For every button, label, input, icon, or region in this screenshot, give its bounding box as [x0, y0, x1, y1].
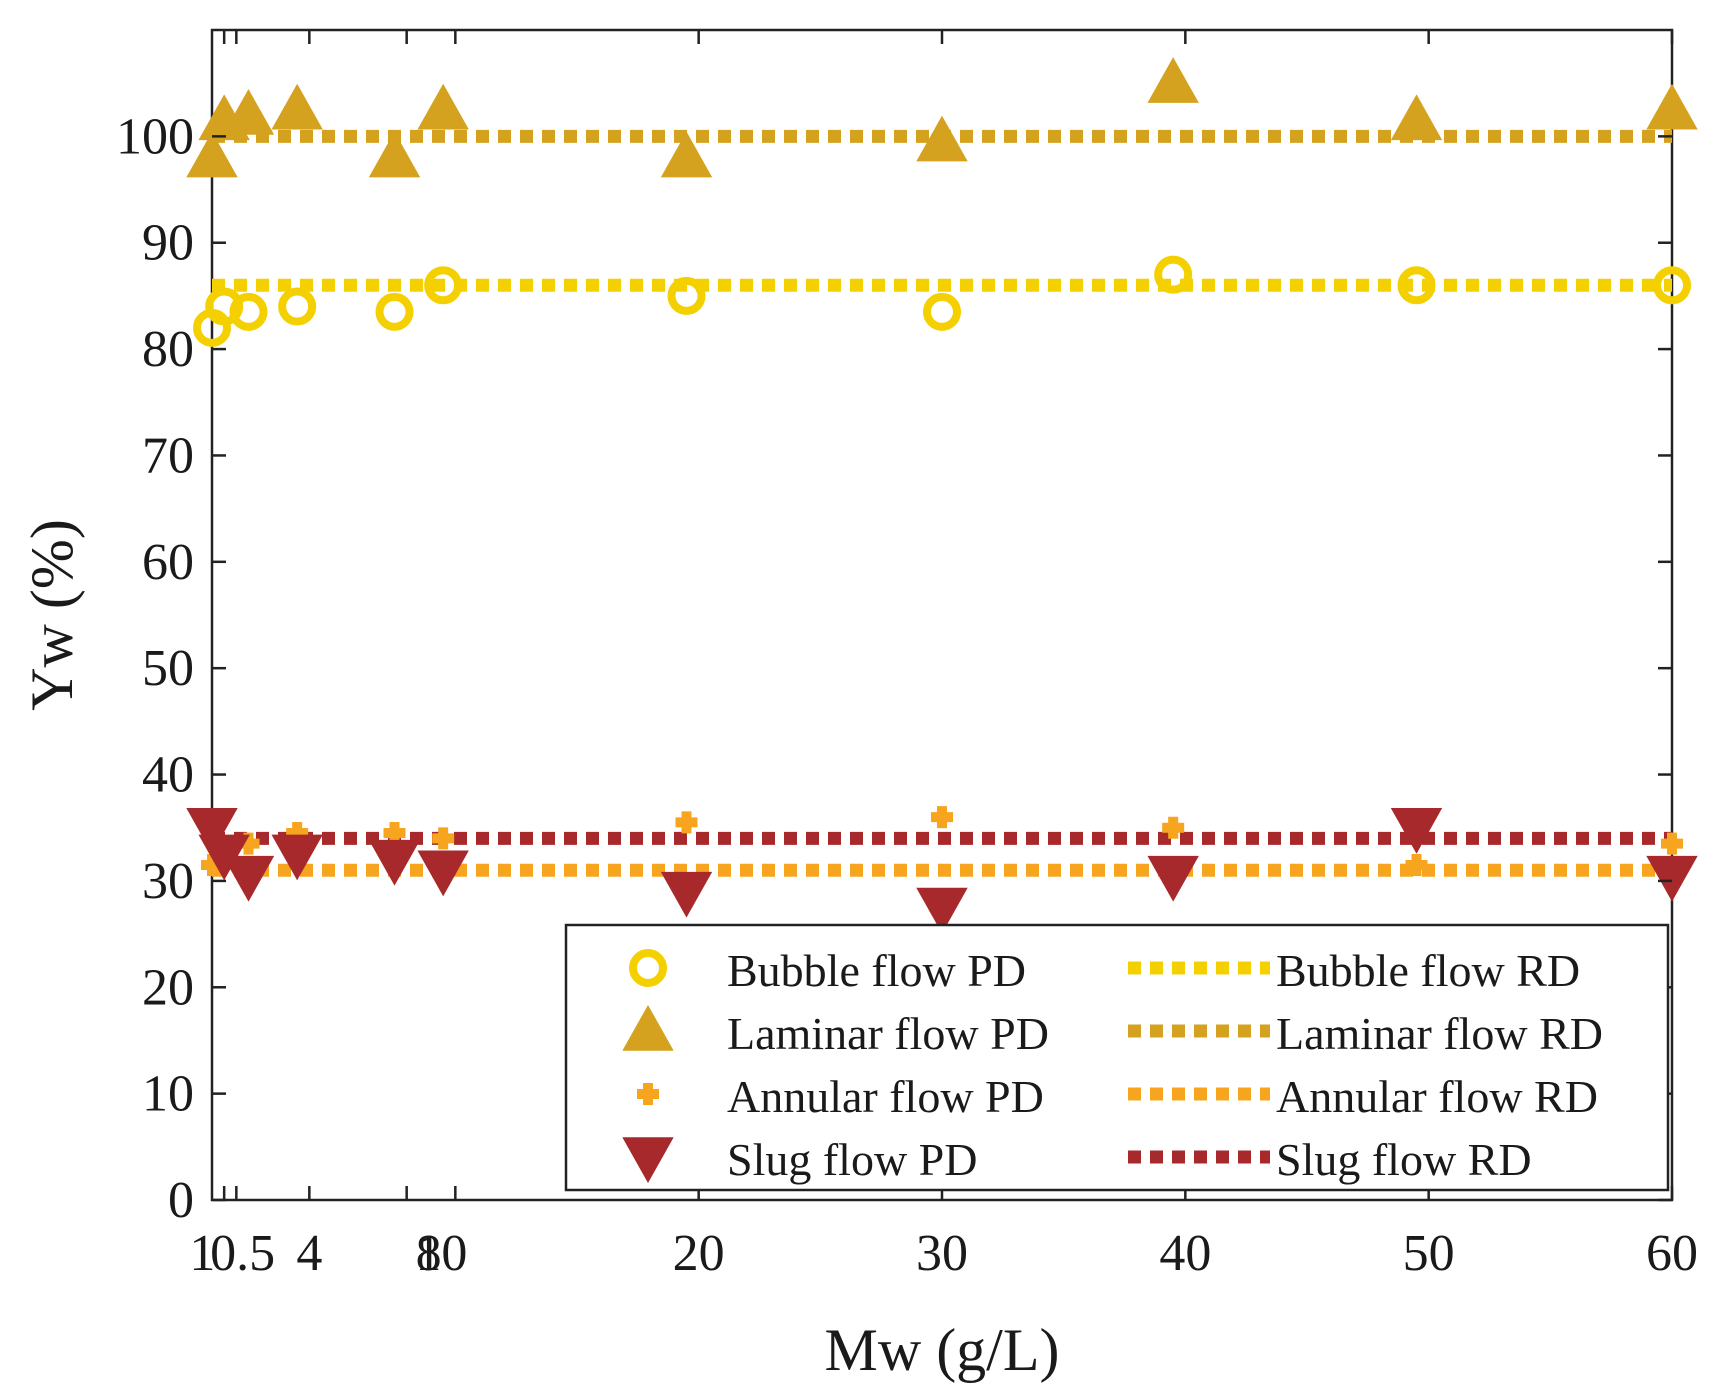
laminar-flow-pd-point	[660, 131, 713, 178]
legend-box	[564, 923, 1670, 1192]
x-tick-label: 50	[1403, 1225, 1455, 1282]
slug-flow-pd-point	[222, 855, 275, 902]
bubble-flow-pd-point	[667, 276, 706, 315]
slug-flow-pd-point	[368, 839, 421, 886]
legend-label: Slug flow PD	[727, 1134, 977, 1185]
x-tick-label: 8	[416, 1225, 442, 1282]
y-tick-label: 50	[142, 640, 194, 697]
y-tick-label: 100	[116, 108, 194, 165]
y-tick-label: 10	[142, 1066, 194, 1123]
x-tick-label: 60	[1646, 1225, 1698, 1282]
laminar-flow-pd-point	[1390, 94, 1443, 141]
y-tick-label: 40	[142, 747, 194, 804]
laminar-flow-pd-point	[271, 83, 323, 130]
y-tick-label: 0	[168, 1172, 194, 1229]
y-tick-label: 60	[142, 534, 194, 591]
bubble-flow-pd-point	[923, 292, 961, 331]
laminar-flow-pd-point	[916, 115, 968, 162]
annular-flow-pd-point	[1661, 832, 1683, 855]
annular-flow-pd-point	[432, 827, 455, 850]
y-axis-label: Yw (%)	[19, 519, 85, 711]
x-tick-label: 10	[415, 1225, 467, 1282]
slug-flow-pd-point	[660, 871, 713, 918]
slug-flow-pd-point	[417, 850, 469, 897]
bubble-flow-pd-point	[1653, 266, 1691, 305]
bubble-flow-pd-point	[1154, 255, 1193, 294]
bubble-flow-pd-point	[375, 292, 414, 331]
legend-label: Bubble flow PD	[727, 945, 1026, 996]
y-tick-label: 70	[142, 427, 194, 484]
legend-label: Annular flow RD	[1276, 1071, 1598, 1122]
slug-flow-pd-point	[1390, 808, 1443, 854]
y-tick-label: 20	[142, 959, 194, 1016]
laminar-flow-pd-point	[186, 131, 238, 178]
annular-flow-pd-point	[1162, 816, 1185, 839]
legend-marker	[637, 1083, 659, 1105]
x-tick-label: 20	[673, 1225, 725, 1282]
bubble-flow-pd-point	[424, 266, 463, 305]
annular-flow-pd-point	[675, 811, 698, 834]
legend-marker	[622, 1004, 674, 1051]
legend-marker	[629, 949, 667, 987]
bubble-flow-pd-point	[1397, 266, 1436, 305]
x-tick-label: 30	[916, 1225, 968, 1282]
bubble-flow-pd-point	[205, 287, 244, 326]
slug-flow-pd-point	[1646, 855, 1698, 902]
bubble-flow-pd-point	[229, 292, 268, 331]
legend-marker	[622, 1137, 674, 1184]
y-tick-label: 90	[142, 215, 194, 272]
laminar-flow-pd-point	[417, 83, 469, 130]
x-axis-label: Mw (g/L)	[825, 1317, 1060, 1383]
x-tick-label: 0.5	[210, 1225, 275, 1282]
legend-label: Annular flow PD	[727, 1071, 1044, 1122]
legend-label: Laminar flow PD	[727, 1008, 1049, 1059]
slug-flow-pd-point	[186, 808, 238, 854]
bubble-flow-pd-point	[278, 287, 317, 326]
laminar-flow-pd-point	[1147, 57, 1199, 103]
x-tick-label: 4	[296, 1225, 322, 1282]
legend-label: Laminar flow RD	[1276, 1008, 1603, 1059]
laminar-flow-pd-point	[1646, 83, 1698, 130]
slug-flow-pd-point	[1147, 855, 1199, 902]
x-tick-label: 40	[1159, 1225, 1211, 1282]
slug-flow-pd-point	[271, 834, 323, 881]
annular-flow-pd-point	[286, 822, 309, 845]
annular-flow-pd-point	[237, 832, 260, 855]
annular-flow-pd-point	[383, 822, 406, 845]
annular-flow-pd-point	[1405, 853, 1428, 876]
annular-flow-pd-point	[931, 806, 953, 829]
legend-label: Slug flow RD	[1276, 1134, 1532, 1185]
annular-flow-pd-point	[201, 853, 223, 876]
y-tick-label: 30	[142, 853, 194, 910]
x-tick-label: 1	[189, 1225, 215, 1282]
slug-flow-pd-point	[916, 887, 968, 934]
laminar-flow-pd-point	[368, 131, 421, 178]
laminar-flow-pd-point	[222, 89, 275, 135]
legend-label: Bubble flow RD	[1276, 945, 1580, 996]
y-tick-label: 80	[142, 321, 194, 378]
